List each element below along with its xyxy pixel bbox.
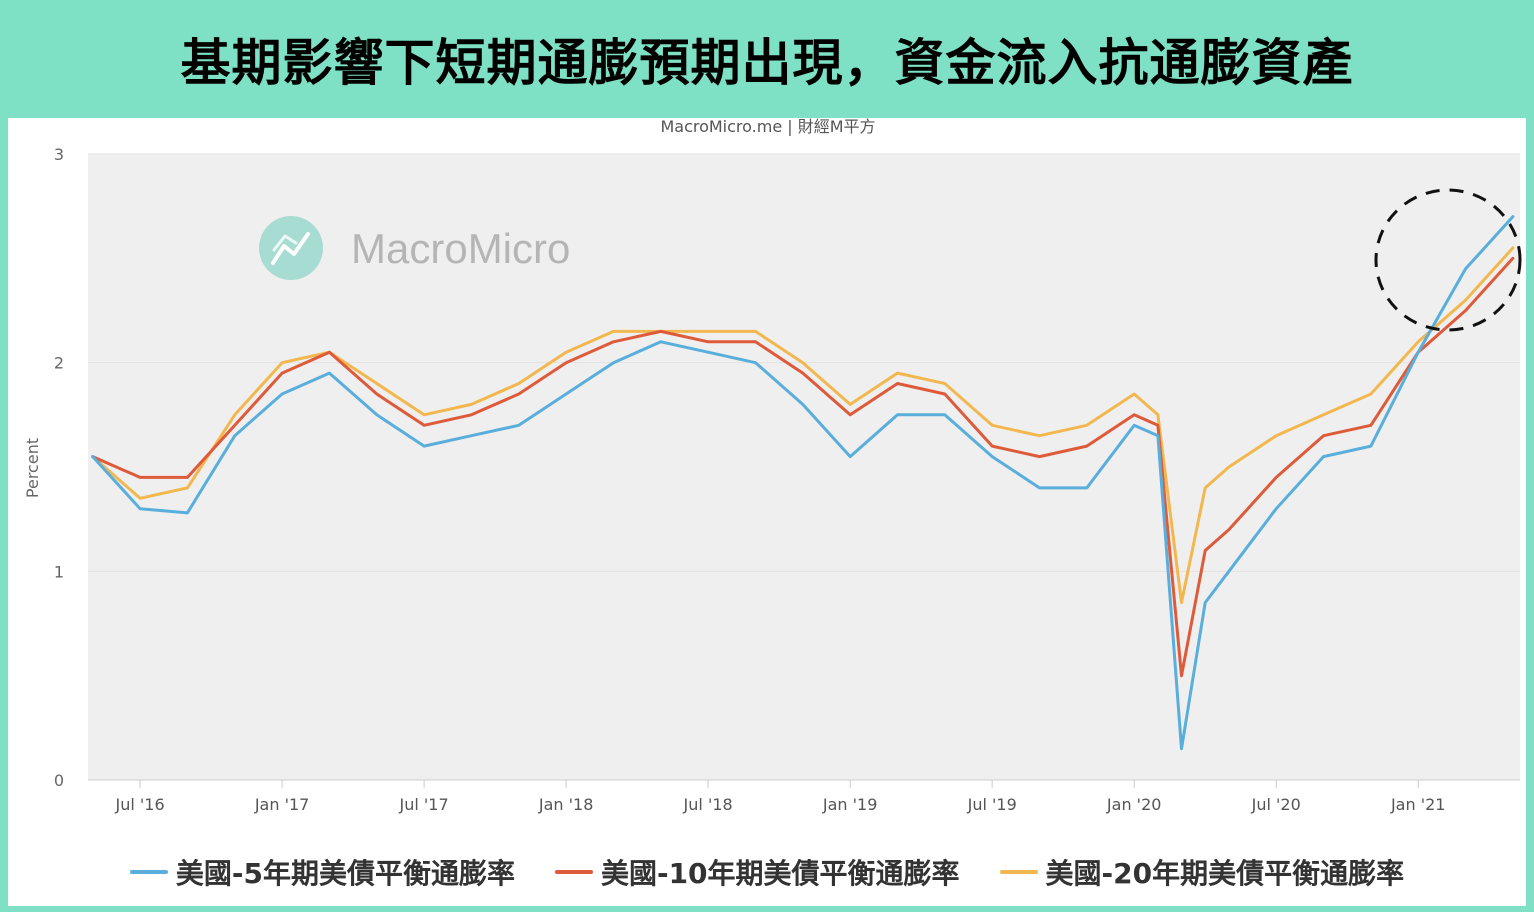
x-tick-label: Jul '18 bbox=[683, 795, 733, 814]
y-tick-label: 2 bbox=[54, 354, 64, 373]
watermark-icon-line bbox=[271, 232, 310, 265]
series-line-20y[interactable] bbox=[91, 246, 1515, 605]
y-tick-label: 0 bbox=[54, 771, 64, 790]
x-tick-label: Jul '17 bbox=[399, 795, 449, 814]
x-tick-label: Jan '21 bbox=[1390, 795, 1446, 814]
legend-label-20y: 美國-20年期美債平衡通膨率 bbox=[1045, 857, 1405, 890]
legend-item-20y[interactable]: 美國-20年期美債平衡通膨率 bbox=[999, 852, 1405, 892]
x-tick-label: Jul '20 bbox=[1251, 795, 1301, 814]
chart-area: MacroMicro MacroMicro.me | 財經M平方 0 1 2 3 Jul… bbox=[8, 118, 1526, 838]
watermark-text: MacroMicro bbox=[351, 225, 570, 272]
line-chart: MacroMicro MacroMicro.me | 財經M平方 0 1 2 3 Jul… bbox=[23, 118, 1522, 814]
dashed-circle-annotation bbox=[1374, 188, 1522, 332]
watermark: MacroMicro bbox=[259, 216, 570, 280]
chart-legend: 美國-5年期美債平衡通膨率 美國-10年期美債平衡通膨率 美國-20年期美債平衡… bbox=[8, 838, 1526, 906]
x-tick-label: Jan '17 bbox=[254, 795, 310, 814]
x-tick-label: Jul '19 bbox=[967, 795, 1017, 814]
legend-swatch-20y bbox=[999, 870, 1038, 874]
x-tick-label: Jan '20 bbox=[1106, 795, 1162, 814]
axis-layer: 0 1 2 3 Jul '16 Jan '17 Jul '17 Jan '18 Jul '18 J… bbox=[54, 145, 1446, 814]
x-tick-label: Jul '16 bbox=[114, 795, 164, 814]
legend-label-10y: 美國-10年期美債平衡通膨率 bbox=[600, 857, 960, 890]
y-tick-label: 1 bbox=[54, 562, 64, 581]
title-banner: 基期影響下短期通膨預期出現，資金流入抗通膨資產 bbox=[0, 0, 1534, 118]
chart-credit: MacroMicro.me | 財經M平方 bbox=[660, 118, 875, 136]
x-tick-label: Jan '18 bbox=[538, 795, 594, 814]
y-axis-title: Percent bbox=[23, 438, 42, 498]
plot-background bbox=[88, 154, 1520, 780]
x-tick-label: Jan '19 bbox=[822, 795, 878, 814]
series-line-10y[interactable] bbox=[91, 256, 1515, 678]
chart-panel: MacroMicro MacroMicro.me | 財經M平方 0 1 2 3 Jul… bbox=[8, 118, 1526, 906]
series-line-5y[interactable] bbox=[91, 215, 1515, 751]
legend-item-5y[interactable]: 美國-5年期美債平衡通膨率 bbox=[129, 852, 515, 892]
legend-swatch-10y bbox=[554, 870, 593, 874]
series-layer bbox=[91, 215, 1515, 751]
y-tick-label: 3 bbox=[54, 145, 64, 164]
legend-swatch-5y bbox=[129, 870, 168, 874]
legend-item-10y[interactable]: 美國-10年期美債平衡通膨率 bbox=[554, 852, 960, 892]
chart-line-circle-icon bbox=[259, 216, 323, 280]
watermark-icon-line-2 bbox=[272, 234, 298, 252]
banner-title: 基期影響下短期通膨預期出現，資金流入抗通膨資產 bbox=[180, 34, 1354, 92]
legend-label-5y: 美國-5年期美債平衡通膨率 bbox=[175, 857, 515, 890]
